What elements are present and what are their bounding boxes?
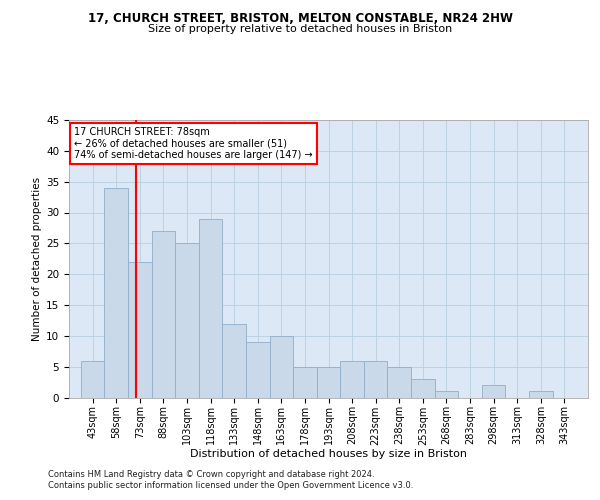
- Text: Contains public sector information licensed under the Open Government Licence v3: Contains public sector information licen…: [48, 481, 413, 490]
- Bar: [104, 188, 128, 398]
- Bar: [340, 360, 364, 398]
- Bar: [128, 262, 152, 398]
- Text: 17, CHURCH STREET, BRISTON, MELTON CONSTABLE, NR24 2HW: 17, CHURCH STREET, BRISTON, MELTON CONST…: [88, 12, 512, 26]
- Bar: [246, 342, 269, 398]
- Bar: [152, 231, 175, 398]
- Text: 17 CHURCH STREET: 78sqm
← 26% of detached houses are smaller (51)
74% of semi-de: 17 CHURCH STREET: 78sqm ← 26% of detache…: [74, 127, 313, 160]
- Y-axis label: Number of detached properties: Number of detached properties: [32, 176, 42, 341]
- Text: Size of property relative to detached houses in Briston: Size of property relative to detached ho…: [148, 24, 452, 34]
- Bar: [199, 218, 223, 398]
- Bar: [81, 360, 104, 398]
- Text: Contains HM Land Registry data © Crown copyright and database right 2024.: Contains HM Land Registry data © Crown c…: [48, 470, 374, 479]
- Bar: [364, 360, 388, 398]
- Bar: [175, 244, 199, 398]
- X-axis label: Distribution of detached houses by size in Briston: Distribution of detached houses by size …: [190, 448, 467, 458]
- Bar: [529, 392, 553, 398]
- Bar: [317, 366, 340, 398]
- Bar: [411, 379, 434, 398]
- Bar: [434, 392, 458, 398]
- Bar: [388, 366, 411, 398]
- Bar: [269, 336, 293, 398]
- Bar: [482, 385, 505, 398]
- Bar: [293, 366, 317, 398]
- Bar: [223, 324, 246, 398]
